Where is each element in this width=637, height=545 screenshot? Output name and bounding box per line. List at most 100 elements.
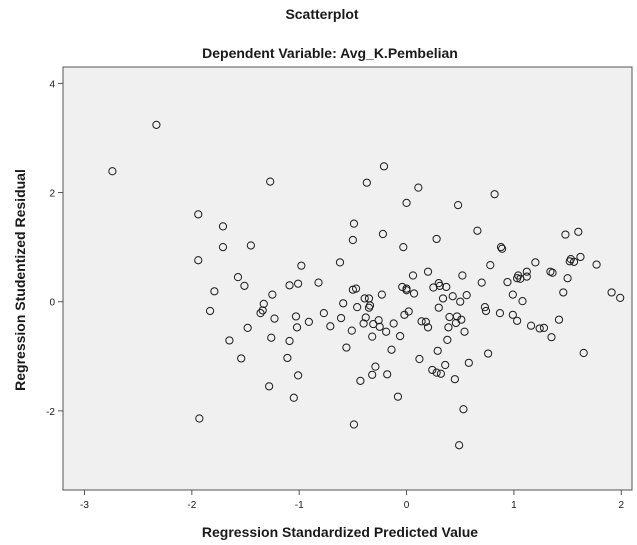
data-point — [459, 405, 468, 414]
data-point — [423, 323, 433, 332]
data-point — [417, 317, 426, 326]
data-point — [266, 177, 275, 186]
data-point — [497, 244, 507, 253]
data-point — [402, 284, 411, 293]
data-point — [616, 293, 625, 302]
data-point — [484, 349, 493, 358]
data-point — [368, 332, 377, 341]
x-tick-label: 1 — [511, 500, 517, 511]
data-point — [365, 301, 375, 310]
data-point — [233, 273, 243, 282]
data-point — [348, 235, 357, 245]
x-tick-label: 0 — [404, 500, 410, 511]
data-point — [387, 345, 396, 354]
data-point — [522, 272, 531, 281]
data-point — [458, 271, 467, 280]
data-point — [237, 354, 246, 363]
data-point — [409, 289, 419, 298]
data-point — [396, 331, 405, 341]
data-point — [508, 290, 517, 299]
data-point — [194, 210, 203, 219]
data-point — [535, 324, 544, 333]
data-point — [421, 317, 430, 326]
data-point — [408, 271, 418, 280]
data-point — [195, 414, 204, 423]
data-point — [435, 281, 444, 290]
data-point — [436, 369, 446, 378]
data-points — [108, 120, 625, 450]
data-point — [559, 288, 568, 297]
data-point — [473, 226, 482, 235]
data-point — [455, 441, 464, 450]
data-point — [456, 297, 465, 306]
data-point — [108, 167, 117, 176]
x-tick-label: -3 — [80, 500, 89, 511]
data-point — [442, 282, 451, 292]
data-point — [526, 321, 536, 330]
data-point — [432, 234, 441, 244]
data-point — [347, 326, 356, 335]
data-point — [285, 336, 294, 346]
data-point — [548, 268, 557, 277]
data-point — [294, 371, 303, 380]
data-point — [304, 317, 313, 326]
data-point — [433, 346, 442, 355]
data-point — [349, 420, 359, 429]
data-point — [414, 183, 423, 192]
data-point — [356, 376, 365, 385]
data-point — [361, 313, 370, 322]
data-point — [607, 288, 616, 297]
data-point — [576, 252, 585, 262]
data-point — [256, 309, 265, 318]
data-point — [441, 360, 450, 370]
data-point — [283, 353, 292, 363]
data-point — [462, 291, 471, 300]
data-point — [563, 274, 572, 283]
data-point — [359, 319, 368, 328]
data-point — [240, 281, 249, 290]
data-point — [569, 257, 579, 266]
data-point — [368, 370, 377, 379]
data-point — [326, 322, 335, 331]
data-point — [554, 315, 564, 324]
data-point — [225, 336, 234, 345]
data-point — [432, 368, 441, 377]
data-point — [246, 241, 255, 250]
data-point — [399, 243, 408, 252]
data-point — [393, 392, 403, 401]
data-point — [428, 365, 437, 375]
data-point — [579, 348, 588, 358]
data-point — [434, 303, 443, 312]
data-point — [379, 162, 389, 171]
plot-area — [62, 66, 633, 491]
data-point — [152, 120, 161, 129]
data-point — [490, 190, 499, 199]
data-point — [353, 303, 362, 312]
x-tick-label: -1 — [295, 500, 304, 511]
data-point — [335, 258, 345, 267]
data-point — [513, 316, 522, 325]
data-point — [377, 290, 386, 299]
x-axis: -3 -2 -1 0 1 2 — [80, 490, 624, 511]
data-point — [383, 370, 392, 379]
data-point — [404, 307, 413, 316]
x-tick-label: 2 — [618, 500, 624, 511]
data-point — [486, 261, 495, 270]
data-point — [453, 200, 463, 210]
data-point — [289, 393, 298, 402]
x-tick-label: -2 — [187, 500, 196, 511]
data-point — [194, 256, 203, 265]
data-point — [267, 333, 276, 342]
data-point — [291, 312, 301, 321]
data-point — [531, 258, 540, 267]
data-point — [297, 261, 306, 270]
data-point — [351, 284, 361, 293]
data-point — [339, 299, 348, 308]
data-point — [477, 278, 486, 287]
data-point — [480, 303, 490, 312]
data-point — [205, 306, 215, 316]
data-point — [268, 290, 277, 299]
y-tick-label: 2 — [49, 189, 55, 200]
data-point — [448, 292, 457, 301]
